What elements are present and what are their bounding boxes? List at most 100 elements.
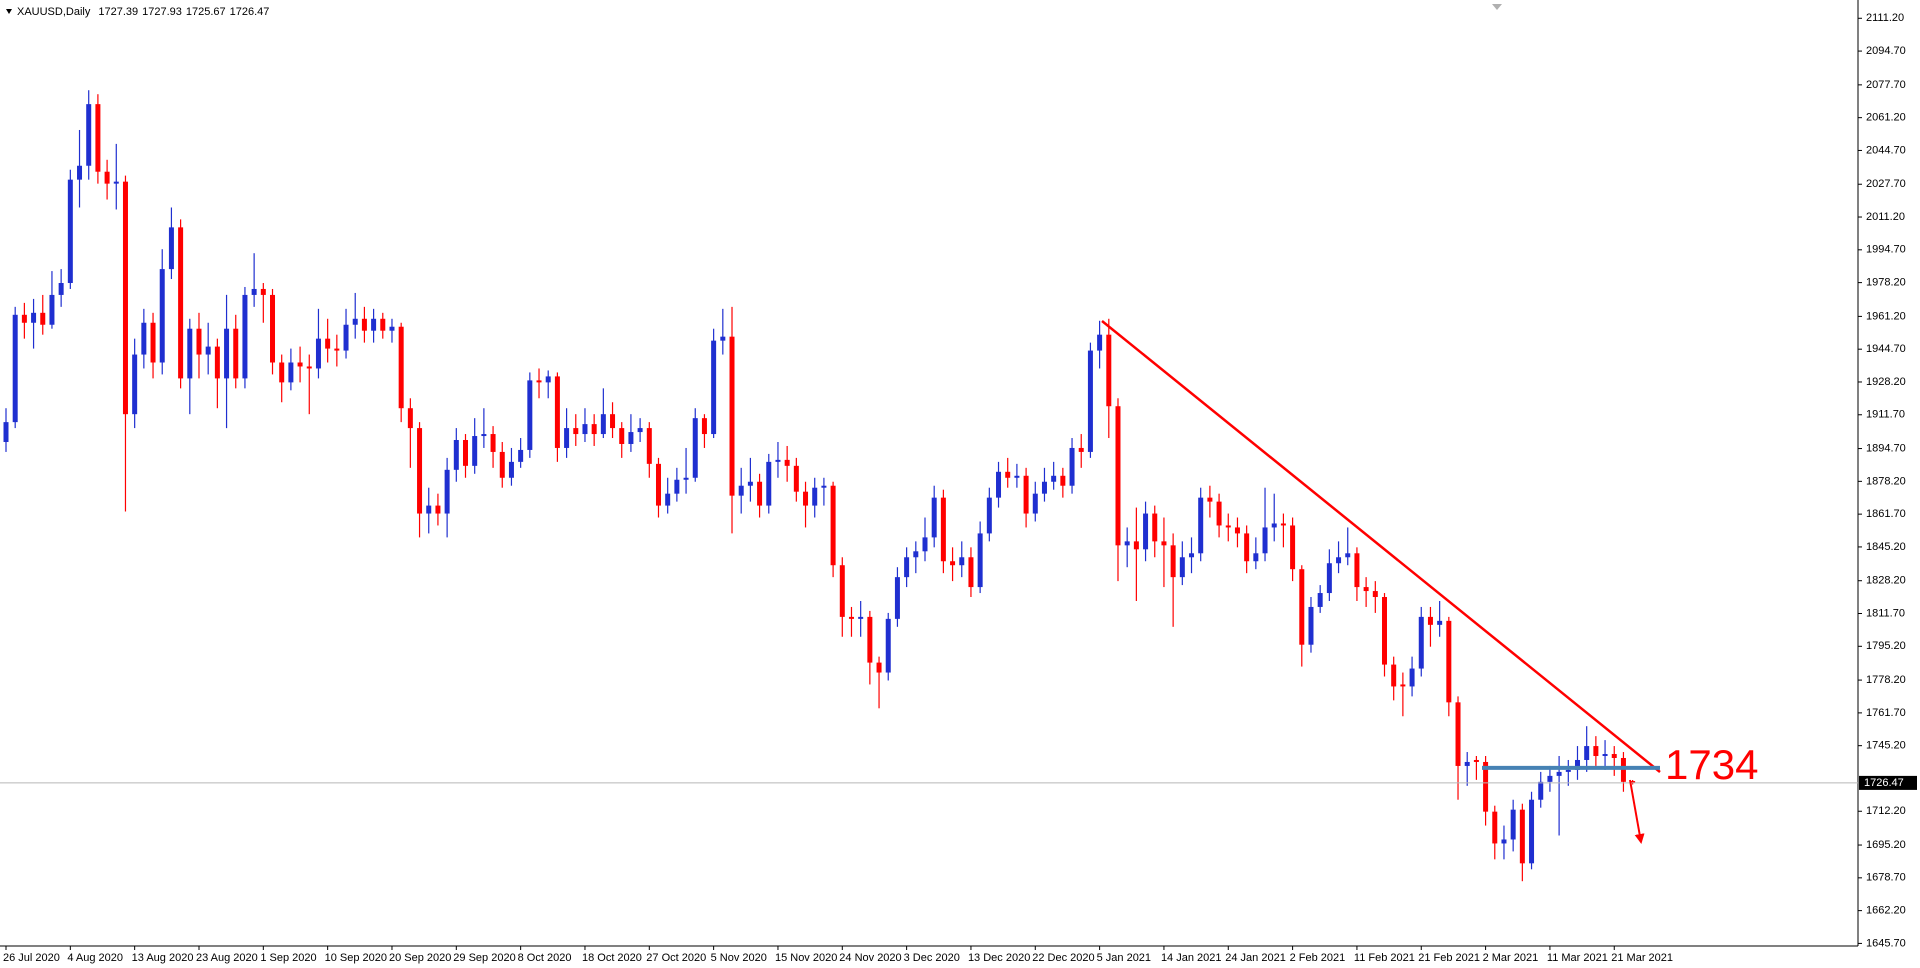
y-tick-label: 1778.20 (1866, 674, 1906, 686)
candle-body (1501, 839, 1507, 844)
candle-body (58, 283, 64, 295)
candle-body (904, 557, 910, 578)
candle-body (1262, 527, 1268, 554)
candle-body (260, 288, 266, 295)
candle-body (1519, 809, 1525, 864)
candle-body (738, 485, 744, 496)
candle-body (711, 340, 717, 435)
x-tick-label: 11 Mar 2021 (1547, 952, 1608, 964)
symbol: XAUUSD,Daily (17, 6, 91, 18)
candle-body (986, 497, 992, 534)
candle-body (1234, 527, 1240, 534)
candle-body (334, 348, 340, 351)
candle-body (573, 428, 579, 435)
candle-body (1437, 620, 1443, 625)
candle-body (701, 418, 707, 435)
current-price-box (1859, 775, 1917, 790)
candle-body (86, 104, 92, 166)
scroll-marker (1492, 4, 1502, 10)
candle-body (297, 362, 303, 367)
candle-body (371, 318, 377, 331)
candle-body (582, 424, 588, 435)
candle-body (628, 432, 634, 444)
candle-body (1041, 481, 1047, 494)
candle-body (490, 434, 496, 452)
y-tick-label: 1994.70 (1866, 244, 1906, 256)
candle-body (288, 362, 294, 383)
candle-body (1345, 553, 1351, 558)
candle-body (1529, 799, 1535, 864)
candle-body (3, 422, 9, 442)
candle-body (31, 312, 37, 323)
y-tick-label: 1795.20 (1866, 640, 1906, 652)
candle-body (122, 181, 128, 415)
candle-body (977, 533, 983, 588)
x-tick-label: 14 Jan 2021 (1161, 952, 1222, 964)
low-value: 1725.67 (186, 6, 226, 18)
candle-body (876, 662, 882, 673)
x-tick-label: 5 Nov 2020 (711, 952, 767, 964)
candle-body (1464, 761, 1470, 766)
x-tick-label: 21 Mar 2021 (1611, 952, 1673, 964)
high-value: 1727.93 (142, 6, 182, 18)
candle-body (757, 481, 763, 506)
candle-body (426, 505, 432, 514)
y-tick-label: 1928.20 (1866, 376, 1906, 388)
y-tick-label: 2111.20 (1866, 12, 1904, 24)
candle-body (1087, 350, 1093, 452)
x-tick-label: 18 Oct 2020 (582, 952, 642, 964)
candle-body (950, 561, 956, 566)
candle-body (1547, 775, 1553, 782)
candle-body (1326, 563, 1332, 594)
candle-body (931, 497, 937, 538)
x-tick-label: 1 Sep 2020 (260, 952, 316, 964)
candle-body (168, 227, 174, 270)
candle-body (1391, 664, 1397, 687)
candle-body (205, 346, 211, 355)
candle-body (1225, 525, 1231, 528)
candle-body (21, 314, 27, 323)
candle-body (1538, 781, 1544, 800)
y-tick-label: 1894.70 (1866, 442, 1906, 454)
candle-body (499, 451, 505, 478)
candle-body (1124, 541, 1130, 546)
candle-body (940, 497, 946, 562)
header-icon (6, 9, 12, 14)
candle-body (187, 328, 193, 379)
candle-body (1143, 513, 1149, 550)
candle-body (40, 312, 46, 325)
candle-body (1630, 781, 1636, 783)
candle-body (1115, 406, 1121, 546)
x-tick-label: 2 Feb 2021 (1290, 952, 1346, 964)
candle-body (49, 294, 55, 325)
candle-body (306, 366, 312, 369)
candle-body (472, 436, 478, 466)
candle-body (1427, 616, 1433, 625)
y-tick-label: 1712.20 (1866, 805, 1906, 817)
x-tick-label: 15 Nov 2020 (775, 952, 837, 964)
open-value: 1727.39 (98, 6, 138, 18)
candle-body (77, 165, 83, 180)
candle-body (1023, 475, 1029, 514)
candle-body (1280, 523, 1286, 526)
x-tick-label: 24 Nov 2020 (839, 952, 901, 964)
y-tick-label: 2094.70 (1866, 45, 1906, 57)
candle-body (325, 338, 331, 349)
candle-body (1207, 497, 1213, 502)
candle-body (1584, 746, 1590, 760)
candle-body (352, 318, 358, 325)
candle-body (1060, 475, 1066, 486)
x-tick-label: 13 Aug 2020 (132, 952, 194, 964)
x-tick-label: 11 Feb 2021 (1354, 952, 1415, 964)
candle-body (150, 322, 156, 363)
candle-body (1382, 597, 1387, 665)
candle-body (527, 380, 533, 450)
candle-body (1299, 569, 1305, 645)
candle-body (251, 288, 257, 295)
candle-body (113, 181, 119, 184)
candle-body (894, 577, 900, 619)
candle-body (747, 481, 753, 486)
candle-body (996, 471, 1002, 498)
candle-body (104, 171, 110, 184)
